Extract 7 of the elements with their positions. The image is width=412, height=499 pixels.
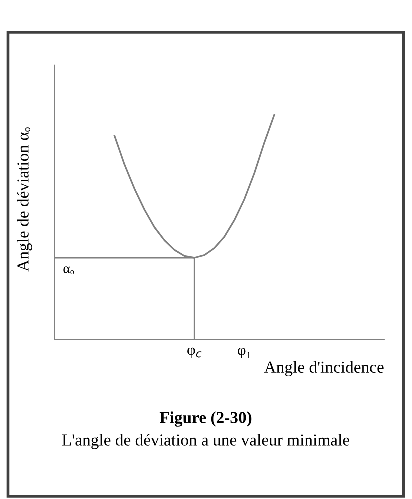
text: Figure (2-30) — [160, 412, 252, 427]
ref-line-label: αₒ — [64, 266, 74, 275]
x-tick-label: φ$_{c}$ — [188, 348, 202, 358]
x-axis-title: Angle d'incidence — [264, 361, 384, 376]
x-tick-label: φ₁ — [238, 348, 251, 359]
text: L'angle de déviation a une valeur minimale — [62, 434, 350, 450]
y-axis-title: Angle de déviation αₒ — [17, 128, 32, 272]
